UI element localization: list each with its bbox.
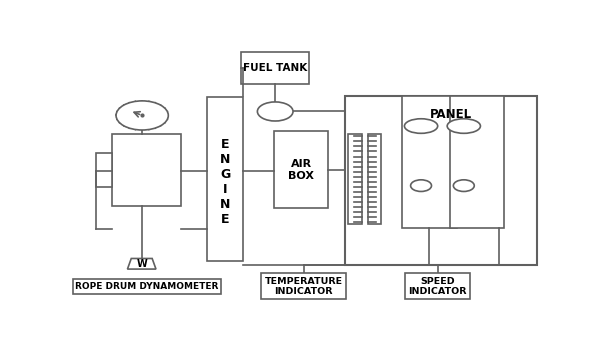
- Ellipse shape: [447, 119, 481, 133]
- Polygon shape: [128, 258, 156, 269]
- Ellipse shape: [257, 102, 293, 121]
- Text: ROPE DRUM DYNAMOMETER: ROPE DRUM DYNAMOMETER: [75, 282, 219, 291]
- Bar: [449, 96, 504, 228]
- Bar: [345, 96, 538, 265]
- Bar: [207, 97, 243, 261]
- Text: E
N
G
I
N
E: E N G I N E: [220, 138, 230, 226]
- Text: AIR
BOX: AIR BOX: [288, 159, 314, 181]
- Bar: [274, 131, 329, 208]
- Bar: [402, 96, 457, 228]
- Circle shape: [454, 180, 474, 192]
- Circle shape: [411, 180, 432, 192]
- Bar: [240, 52, 310, 84]
- Bar: [112, 134, 181, 205]
- Bar: [348, 134, 362, 224]
- Text: W: W: [136, 259, 147, 269]
- Text: TEMPERATURE
INDICATOR: TEMPERATURE INDICATOR: [265, 277, 343, 296]
- Text: SPEED
INDICATOR: SPEED INDICATOR: [408, 277, 467, 296]
- Text: PANEL: PANEL: [430, 108, 472, 121]
- Circle shape: [116, 101, 169, 130]
- Text: FUEL TANK: FUEL TANK: [243, 63, 307, 73]
- Bar: [96, 152, 112, 187]
- Bar: [368, 134, 381, 224]
- Ellipse shape: [405, 119, 438, 133]
